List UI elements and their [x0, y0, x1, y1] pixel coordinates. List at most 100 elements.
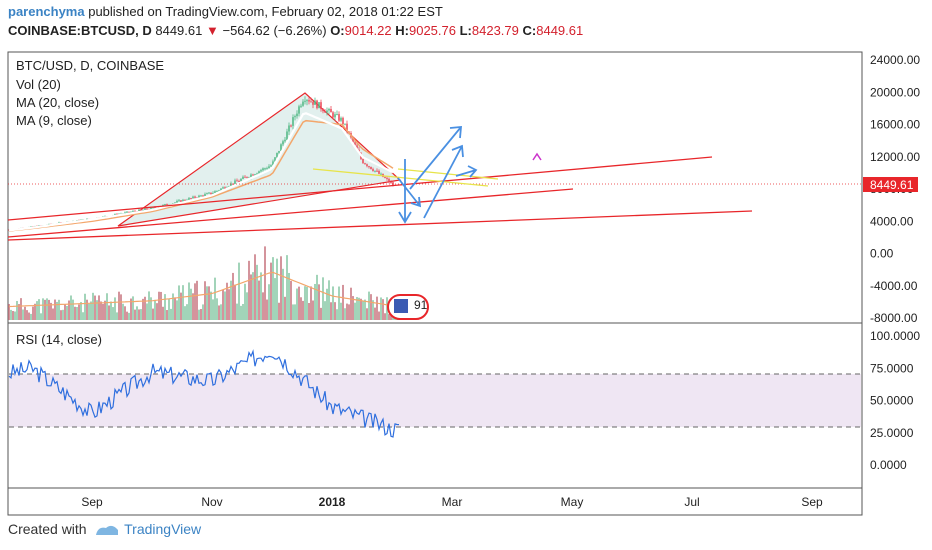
- volume-bar-33: [74, 306, 76, 320]
- candle-body-91: [190, 198, 192, 200]
- volume-bar-57: [122, 303, 124, 320]
- yellow-line[interactable]: [312, 168, 489, 187]
- arrow-down-1[interactable]: [398, 159, 412, 224]
- candle-body-106: [220, 188, 222, 191]
- volume-bar-39: [86, 299, 88, 320]
- legend-title: BTC/USD, D, COINBASE: [16, 58, 164, 73]
- volume-bar-163: [334, 302, 336, 320]
- trendline-upper[interactable]: [7, 156, 713, 221]
- volume-bar-65: [138, 309, 140, 320]
- trendline-middle[interactable]: [7, 188, 574, 238]
- volume-bar-87: [182, 285, 184, 320]
- volume-bar-150: [308, 303, 310, 320]
- volume-bar-21: [50, 302, 52, 320]
- candle-body-78: [164, 204, 166, 206]
- tradingview-logo-icon[interactable]: [90, 521, 124, 537]
- symbol-name: COINBASE:BTCUSD, D: [8, 23, 152, 38]
- volume-bar-3: [14, 311, 16, 320]
- arrow-down-2[interactable]: [397, 177, 422, 208]
- candle-body-126: [260, 170, 262, 172]
- price-tick-3: 12000.00: [870, 150, 920, 164]
- legend-rsi: RSI (14, close): [16, 332, 102, 347]
- candle-body-159: [326, 110, 328, 113]
- candle-body-169: [346, 123, 348, 132]
- candle-body-173: [354, 142, 356, 146]
- volume-bar-144: [296, 288, 298, 320]
- candle-body-90: [188, 198, 190, 201]
- volume-bar-22: [52, 308, 54, 320]
- candle-body-95: [198, 195, 200, 198]
- volume-bar-161: [330, 302, 332, 320]
- price-pane[interactable]: [7, 51, 863, 324]
- arrow-drawings[interactable]: [397, 126, 478, 224]
- volume-bar-187: [382, 299, 384, 320]
- author-link[interactable]: parenchyma: [8, 4, 85, 19]
- candle-body-153: [314, 100, 316, 105]
- flag-icon: [394, 299, 408, 313]
- volume-bar-100: [208, 286, 210, 320]
- volume-bar-15: [38, 299, 40, 320]
- candle-body-53: [114, 214, 116, 216]
- volume-bar-117: [242, 303, 244, 320]
- price-axis-labels: 24000.0020000.0016000.0012000.008000.004…: [870, 53, 920, 325]
- candle-body-158: [324, 111, 326, 113]
- rsi-tick-4: 0.0000: [870, 458, 907, 472]
- volume-bar-19: [46, 298, 48, 320]
- candle-body-107: [222, 187, 224, 189]
- time-axis[interactable]: [7, 487, 863, 516]
- trendline-lower[interactable]: [7, 210, 753, 241]
- candle-body-105: [218, 190, 220, 192]
- candle-body-92: [192, 196, 194, 199]
- volume-bar-27: [62, 309, 64, 320]
- volume-bar-114: [236, 303, 238, 320]
- candle-body-178: [364, 163, 366, 165]
- arrow-up-2[interactable]: [423, 144, 464, 219]
- volume-bar-25: [58, 299, 60, 320]
- volume-bar-10: [28, 312, 30, 320]
- volume-bar-98: [204, 281, 206, 320]
- volume-bar-75: [158, 291, 160, 320]
- published-text: published on TradingView.com, February 0…: [88, 4, 443, 19]
- candle-body-180: [368, 166, 370, 168]
- legend-ma20: MA (20, close): [16, 95, 99, 110]
- volume-bar-36: [80, 302, 82, 320]
- volume-bar-135: [278, 302, 280, 320]
- volume-bar-80: [168, 299, 170, 320]
- volume-bar-189: [386, 297, 388, 320]
- time-tick-4: May: [561, 495, 584, 509]
- price-tick-1: 20000.00: [870, 85, 920, 99]
- arrow-up-1[interactable]: [409, 126, 462, 190]
- volume-bar-179: [366, 308, 368, 320]
- volume-bar-41: [90, 301, 92, 320]
- volume-bar-61: [130, 298, 132, 320]
- volume-bars: [8, 246, 400, 320]
- candle-body-86: [180, 200, 182, 203]
- volume-bar-145: [298, 286, 300, 320]
- candle-body-102: [212, 193, 214, 195]
- volume-bar-31: [70, 295, 72, 320]
- footer-created: Created with: [8, 521, 87, 537]
- event-badge[interactable]: 91: [387, 294, 429, 320]
- tradingview-brand[interactable]: TradingView: [124, 521, 202, 537]
- volume-bar-185: [378, 311, 380, 320]
- arrow-right[interactable]: [455, 165, 478, 178]
- candle-body-124: [256, 173, 258, 175]
- volume-bar-38: [84, 293, 86, 320]
- volume-bar-83: [174, 297, 176, 320]
- volume-bar-70: [148, 291, 150, 320]
- time-axis-labels: Sep Nov 2018 Mar May Jul Sep: [81, 495, 823, 509]
- volume-bar-6: [20, 298, 22, 320]
- legend-vol: Vol (20): [16, 77, 61, 92]
- volume-bar-2: [12, 310, 14, 320]
- volume-bar-118: [244, 283, 246, 320]
- volume-bar-159: [326, 288, 328, 320]
- down-triangle-icon: ▼: [205, 23, 219, 38]
- volume-bar-26: [60, 310, 62, 320]
- volume-bar-85: [178, 285, 180, 320]
- rsi-tick-0: 100.0000: [870, 329, 920, 343]
- volume-bar-42: [92, 292, 94, 320]
- candle-body-165: [338, 114, 340, 121]
- candle-body-163: [334, 114, 336, 118]
- candle-body-150: [308, 100, 310, 102]
